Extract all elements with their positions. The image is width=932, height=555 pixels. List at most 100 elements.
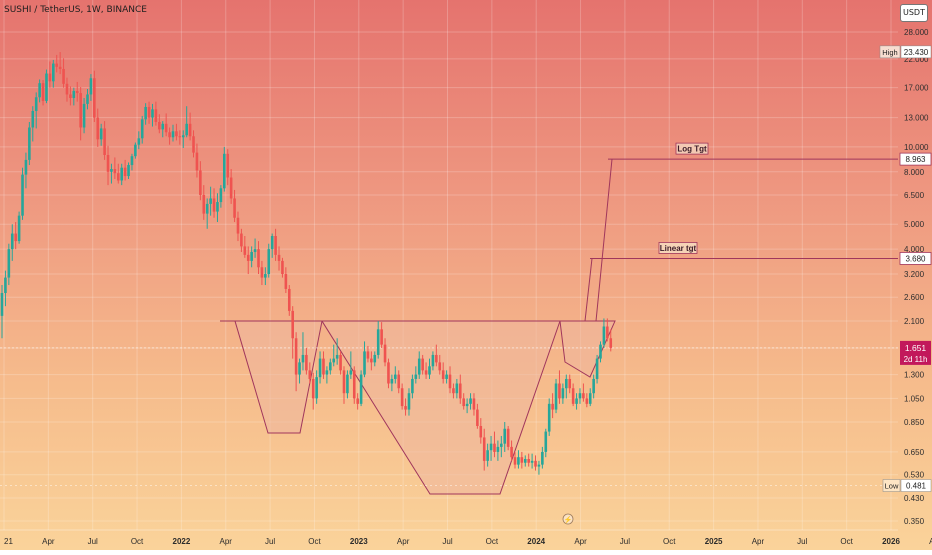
candle-body	[417, 358, 421, 375]
candle-body	[568, 378, 572, 389]
candle-body	[503, 428, 507, 444]
candle	[349, 351, 353, 379]
candle	[233, 189, 236, 223]
candle	[479, 418, 483, 444]
candle	[363, 341, 366, 378]
candle-body	[438, 362, 442, 371]
candle	[192, 130, 195, 158]
candle-body	[421, 358, 424, 371]
candle	[305, 347, 308, 375]
candle	[243, 236, 247, 258]
candle-body	[588, 393, 592, 404]
candle	[397, 370, 401, 394]
candle-body	[233, 198, 236, 218]
candle-body	[69, 94, 72, 98]
candle	[431, 351, 435, 371]
candle-body	[75, 91, 79, 94]
candle	[503, 421, 507, 452]
candle	[21, 167, 24, 220]
candle-body	[147, 106, 151, 118]
candle-body	[151, 109, 154, 118]
candle	[158, 114, 161, 134]
candle	[482, 428, 486, 471]
candle	[308, 362, 312, 384]
price-tick-label: 4.000	[904, 245, 925, 254]
candle-body	[219, 188, 223, 203]
candle-body	[229, 177, 233, 199]
candle	[455, 378, 459, 399]
candle-body	[48, 73, 52, 82]
candle-body	[308, 370, 312, 379]
candle-body	[164, 123, 168, 133]
candle	[294, 332, 298, 392]
candle-body	[277, 254, 281, 261]
candle-body	[513, 457, 517, 465]
candle-body	[551, 403, 554, 410]
candle	[342, 366, 346, 404]
candle	[168, 127, 171, 145]
time-tick-label: Apr	[752, 537, 765, 546]
candle	[435, 344, 438, 367]
candle	[390, 374, 394, 392]
candle	[339, 351, 342, 375]
candle	[523, 455, 527, 467]
candle-body	[441, 370, 445, 379]
currency-button[interactable]: USDT	[900, 4, 928, 22]
candle	[212, 188, 216, 218]
candle-body	[62, 68, 65, 84]
candle	[270, 233, 274, 258]
candle-body	[175, 131, 178, 137]
candle	[414, 366, 418, 384]
price-tick-label: 28.000	[904, 28, 929, 37]
candle-body	[0, 293, 4, 316]
candle-body	[291, 310, 294, 339]
time-tick-label: 21	[4, 537, 13, 546]
candle	[134, 142, 137, 159]
candle	[281, 257, 284, 278]
time-tick-label: Oct	[308, 537, 321, 546]
candle	[216, 193, 219, 223]
candle	[373, 351, 377, 367]
candle	[445, 370, 448, 384]
candle	[161, 121, 165, 138]
candle-body	[72, 91, 76, 98]
candle	[469, 393, 472, 410]
candle	[175, 123, 178, 141]
high-tag-label: High	[882, 48, 897, 57]
candle-body	[199, 170, 202, 195]
candle	[130, 153, 134, 171]
candle-body	[318, 358, 322, 378]
candle-body	[10, 233, 14, 250]
candle	[65, 77, 69, 102]
candle-body	[534, 460, 537, 467]
candle-body	[294, 338, 298, 375]
candle	[602, 318, 606, 348]
candle-body	[500, 443, 503, 447]
candle-body	[496, 446, 500, 452]
candle	[496, 440, 500, 461]
candle	[277, 246, 281, 271]
candle	[48, 61, 52, 88]
candle	[301, 332, 305, 371]
candle-body	[257, 249, 260, 268]
candle-body	[144, 106, 147, 120]
candle-body	[305, 354, 308, 371]
candle-body	[544, 431, 548, 452]
candle-body	[195, 152, 199, 171]
price-tick-label: 1.050	[904, 394, 925, 403]
candle	[34, 92, 38, 129]
candle-body	[493, 443, 496, 452]
candle-body	[541, 451, 544, 465]
candle	[17, 211, 21, 244]
candle-body	[93, 78, 96, 118]
candle-body	[52, 63, 55, 82]
candle	[520, 451, 524, 469]
candle-body	[246, 254, 250, 261]
time-tick-label: Apr	[929, 537, 932, 546]
candle-body	[558, 383, 561, 399]
candle	[151, 103, 154, 127]
candle	[137, 131, 141, 150]
price-tick-label: 0.650	[904, 448, 925, 457]
